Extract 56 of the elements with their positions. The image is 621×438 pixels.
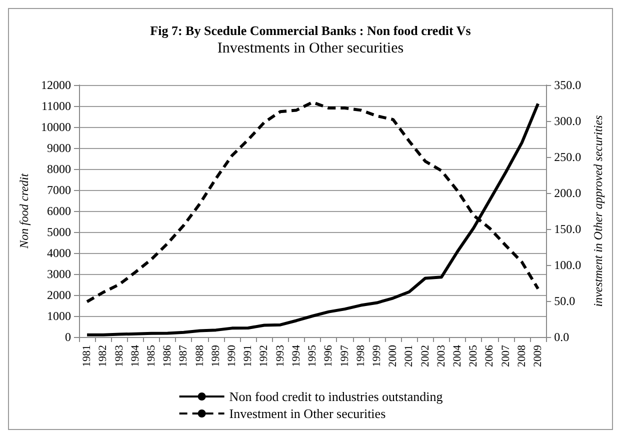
y2-axis-title: investment in Other approved securities [591,114,605,307]
x-tick-label: 2005 [468,344,480,367]
y-tick-label: 0 [65,330,71,344]
y2-tick-label: 300.0 [554,114,582,128]
x-tick-label: 1990 [226,344,238,367]
x-tick-label: 1999 [370,344,383,367]
y-tick-label: 9000 [47,141,71,155]
y2-tick-label: 50.0 [554,294,576,308]
x-tick-label: 2001 [403,345,416,367]
x-tick-label: 2000 [387,344,400,367]
y-tick-label: 7000 [47,183,71,197]
x-tick-label: 2007 [500,344,512,367]
y-tick-label: 5000 [47,225,71,239]
y-tick-label: 1000 [47,309,71,323]
x-tick-label: 1988 [194,344,206,367]
x-tick-label: 2003 [435,344,448,367]
y2-tick-label: 350.0 [554,78,582,92]
chart-title: Fig 7: By Scedule Commercial Banks : Non food credit Vs [150,23,471,38]
x-tick-label: 1987 [178,344,190,367]
x-tick-label: 1995 [306,344,319,367]
y-tick-label: 12000 [41,78,71,92]
y2-tick-label: 200.0 [554,186,582,200]
legend-label: Non food credit to industries outstanding [229,389,444,404]
x-tick-label: 1981 [81,345,94,367]
y-tick-label: 4000 [47,246,71,260]
x-tick-label: 1991 [242,345,254,367]
x-tick-label: 2002 [419,345,432,367]
chart-subtitle: Investments in Other securities [217,40,404,56]
y2-tick-label: 250.0 [554,150,582,164]
y-axis-title: Non food credit [17,172,32,250]
x-tick-label: 1997 [338,344,351,367]
y-tick-label: 6000 [47,204,71,218]
x-tick-label: 1984 [129,344,142,367]
x-tick-label: 1993 [274,344,286,367]
y-tick-label: 10000 [41,120,71,134]
legend-label: Investment in Other securities [229,406,386,421]
x-tick-label: 2009 [532,344,544,367]
y-tick-label: 2000 [47,288,71,302]
y2-tick-label: 150.0 [554,222,582,236]
x-tick-label: 2004 [452,344,464,367]
x-tick-label: 1986 [162,344,174,367]
x-tick-label: 1992 [258,345,270,367]
x-tick-label: 1996 [322,344,335,367]
y-tick-label: 8000 [47,162,71,176]
x-tick-label: 2006 [484,344,496,367]
x-tick-label: 1982 [97,345,110,367]
y-tick-label: 11000 [41,99,71,113]
y-tick-label: 3000 [47,267,71,281]
y2-tick-label: 100.0 [554,258,582,272]
x-tick-label: 1985 [145,344,158,367]
x-tick-label: 1983 [113,344,126,367]
x-tick-label: 1998 [354,344,367,367]
x-tick-label: 2008 [516,344,528,367]
x-tick-label: 1994 [290,344,302,367]
y2-tick-label: 0.0 [554,330,570,344]
x-tick-label: 1989 [210,344,222,367]
